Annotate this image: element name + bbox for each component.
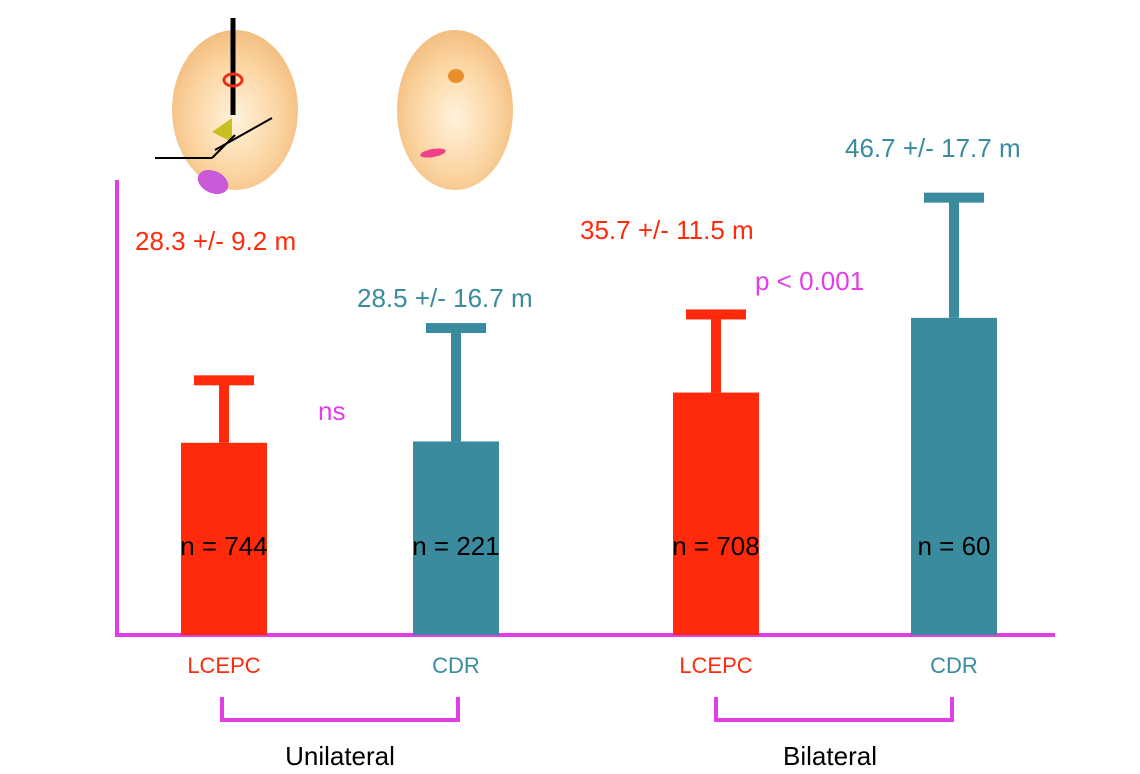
- error-cap: [924, 192, 984, 203]
- error-stem: [219, 380, 229, 443]
- error-stem: [949, 197, 959, 318]
- group-bracket: [714, 697, 954, 722]
- annotation: p < 0.001: [755, 266, 864, 296]
- bar: [413, 441, 499, 635]
- group-label: Unilateral: [285, 741, 395, 771]
- bar: [673, 392, 759, 635]
- value-label: 28.3 +/- 9.2 m: [135, 226, 296, 256]
- bar: [911, 317, 997, 635]
- category-label: LCEPC: [187, 653, 260, 678]
- group-label: Bilateral: [783, 741, 877, 771]
- n-label: n = 60: [917, 531, 990, 561]
- plot: 28.3 +/- 9.2 m n = 744 LCEPC 28.5 +/- 16.7 …: [115, 133, 1055, 771]
- error-stem: [711, 314, 721, 393]
- error-stem: [451, 328, 461, 442]
- n-label: n = 221: [412, 531, 499, 561]
- annotation: ns: [318, 396, 345, 426]
- n-label: n = 708: [672, 531, 759, 561]
- category-label: CDR: [432, 653, 480, 678]
- error-cap: [686, 309, 746, 320]
- category-label: CDR: [930, 653, 978, 678]
- n-label: n = 744: [180, 531, 267, 561]
- group-bracket: [220, 697, 460, 722]
- value-label: 28.5 +/- 16.7 m: [357, 283, 533, 313]
- category-label: LCEPC: [679, 653, 752, 678]
- error-cap: [194, 375, 254, 386]
- bar: [181, 442, 267, 635]
- error-cap: [426, 323, 486, 334]
- illustration: [155, 18, 513, 195]
- value-label: 35.7 +/- 11.5 m: [580, 215, 754, 245]
- value-label: 46.7 +/- 17.7 m: [845, 133, 1021, 163]
